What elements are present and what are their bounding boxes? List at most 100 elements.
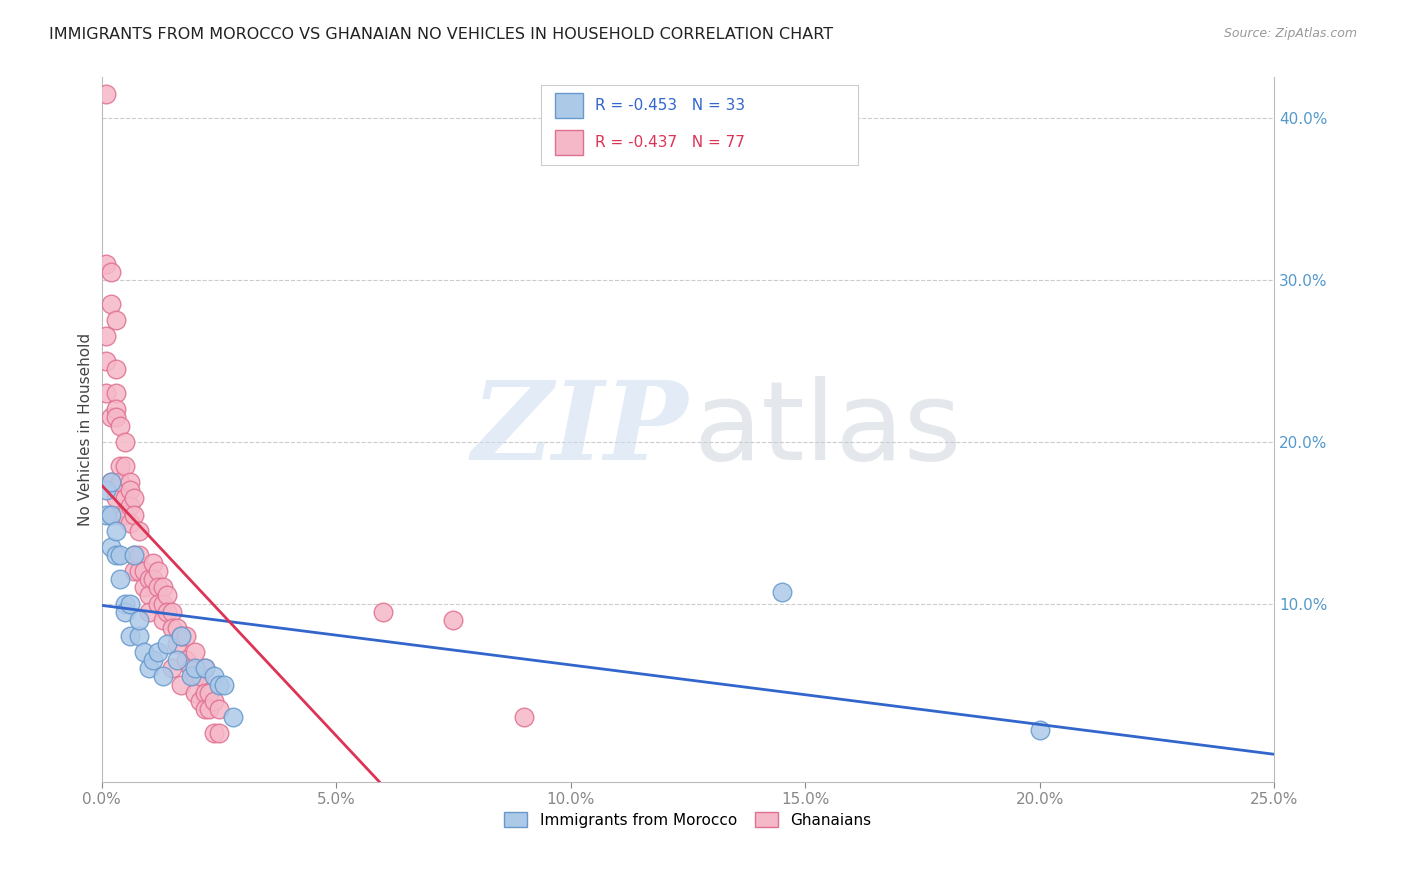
Text: IMMIGRANTS FROM MOROCCO VS GHANAIAN NO VEHICLES IN HOUSEHOLD CORRELATION CHART: IMMIGRANTS FROM MOROCCO VS GHANAIAN NO V…: [49, 27, 834, 42]
Point: [128, 564, 150, 578]
Point: [371, 605, 394, 619]
Point: [152, 581, 174, 595]
Point: [166, 621, 188, 635]
Point: [114, 508, 136, 522]
Point: [138, 661, 160, 675]
Text: ZIP: ZIP: [471, 376, 688, 483]
Point: [202, 669, 225, 683]
Point: [118, 516, 141, 530]
Point: [100, 410, 122, 425]
Point: [208, 702, 231, 716]
Point: [132, 581, 155, 595]
Text: atlas: atlas: [693, 376, 962, 483]
Point: [124, 548, 146, 562]
Point: [104, 491, 127, 506]
Point: [104, 402, 127, 417]
Point: [194, 661, 217, 675]
Point: [184, 685, 207, 699]
Point: [96, 386, 118, 401]
Point: [128, 613, 150, 627]
Point: [138, 572, 160, 586]
Point: [202, 726, 225, 740]
Point: [152, 669, 174, 683]
Point: [104, 524, 127, 538]
Point: [104, 548, 127, 562]
Point: [202, 694, 225, 708]
Point: [132, 564, 155, 578]
Point: [96, 329, 118, 343]
Point: [194, 685, 217, 699]
Point: [104, 410, 127, 425]
Point: [184, 661, 207, 675]
Point: [96, 257, 118, 271]
Point: [194, 702, 217, 716]
Point: [118, 500, 141, 514]
Point: [100, 508, 122, 522]
Point: [156, 605, 179, 619]
Point: [180, 669, 202, 683]
Point: [160, 661, 183, 675]
Point: [142, 572, 165, 586]
Point: [124, 548, 146, 562]
Point: [138, 605, 160, 619]
Point: [96, 508, 118, 522]
Point: [138, 589, 160, 603]
Point: [146, 564, 169, 578]
Point: [114, 458, 136, 473]
Point: [156, 589, 179, 603]
Point: [170, 629, 193, 643]
Point: [146, 645, 169, 659]
Point: [198, 685, 221, 699]
Point: [170, 677, 193, 691]
Point: [100, 475, 122, 490]
Point: [100, 540, 122, 554]
Point: [110, 508, 132, 522]
Point: [114, 491, 136, 506]
Point: [174, 629, 197, 643]
Point: [770, 585, 793, 599]
Point: [184, 669, 207, 683]
Point: [142, 653, 165, 667]
Point: [160, 621, 183, 635]
Text: R = -0.437   N = 77: R = -0.437 N = 77: [595, 136, 745, 151]
Point: [513, 710, 536, 724]
Point: [114, 434, 136, 449]
Point: [104, 361, 127, 376]
Point: [124, 508, 146, 522]
Point: [180, 661, 202, 675]
Point: [110, 458, 132, 473]
Point: [194, 661, 217, 675]
Text: R = -0.453   N = 33: R = -0.453 N = 33: [595, 98, 745, 113]
Point: [96, 353, 118, 368]
Point: [100, 265, 122, 279]
Point: [156, 637, 179, 651]
Point: [110, 548, 132, 562]
Point: [1029, 723, 1052, 737]
Point: [118, 597, 141, 611]
Point: [170, 629, 193, 643]
Point: [118, 475, 141, 490]
Point: [110, 418, 132, 433]
Point: [152, 613, 174, 627]
Point: [114, 605, 136, 619]
Point: [100, 297, 122, 311]
Point: [110, 572, 132, 586]
Point: [166, 637, 188, 651]
Point: [146, 581, 169, 595]
Point: [128, 548, 150, 562]
Point: [212, 677, 235, 691]
Point: [188, 669, 211, 683]
Point: [96, 87, 118, 101]
Point: [208, 677, 231, 691]
Point: [208, 726, 231, 740]
Point: [104, 386, 127, 401]
Point: [142, 556, 165, 570]
Point: [146, 597, 169, 611]
Point: [100, 475, 122, 490]
Point: [104, 313, 127, 327]
Point: [124, 491, 146, 506]
Point: [198, 702, 221, 716]
Point: [174, 653, 197, 667]
Point: [441, 613, 464, 627]
Point: [124, 564, 146, 578]
